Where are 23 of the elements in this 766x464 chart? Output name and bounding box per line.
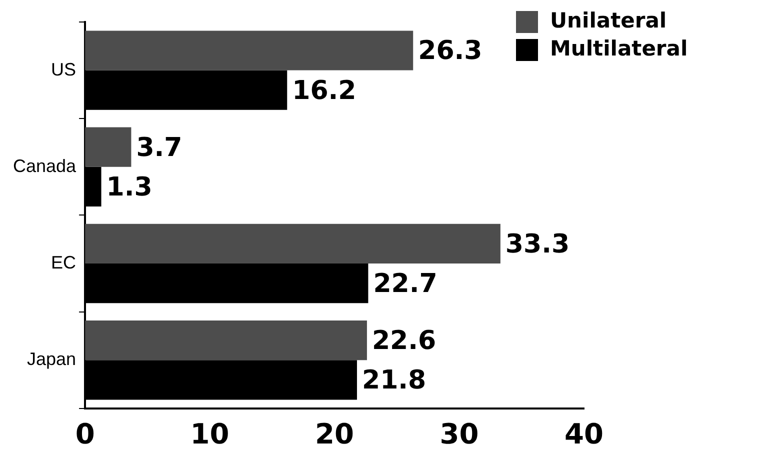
data-label: 22.7 [373, 269, 438, 300]
data-label: 26.3 [418, 36, 482, 66]
bar [85, 30, 414, 70]
data-label: 1.3 [106, 172, 152, 202]
bar [85, 224, 500, 264]
data-label: 22.6 [372, 326, 436, 356]
legend-label: Multilateral [550, 36, 688, 60]
legend-label: Unilateral [550, 8, 667, 32]
data-label: 21.8 [362, 366, 426, 396]
bar [85, 320, 367, 360]
data-label: 3.7 [136, 132, 182, 163]
x-tick-label: 10 [190, 417, 230, 450]
x-tick-label: 30 [440, 417, 479, 450]
x-tick-label: 20 [315, 417, 354, 450]
y-tick-label: EC [51, 252, 76, 272]
y-tick-label: US [51, 59, 76, 80]
y-tick-label: Japan [27, 349, 76, 370]
bar [85, 127, 132, 167]
x-tick-label: 40 [564, 417, 604, 450]
y-tick-label: Canada [12, 156, 78, 176]
data-label: 16.2 [292, 76, 356, 106]
x-tick-label: 0 [75, 417, 95, 450]
data-label: 33.3 [505, 229, 570, 260]
